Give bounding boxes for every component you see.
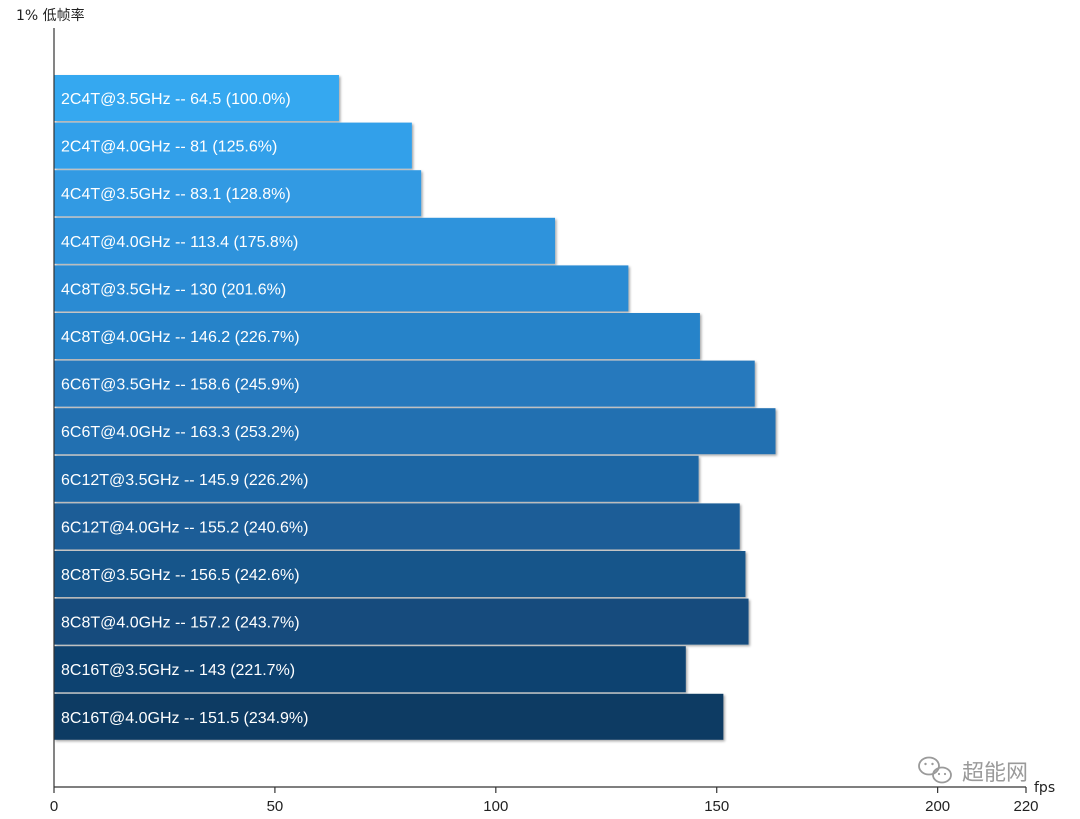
wechat-icon bbox=[918, 756, 952, 784]
bar bbox=[54, 217, 556, 264]
bar-label: 6C6T@3.5GHz -- 158.6 (245.9%) bbox=[61, 377, 300, 394]
bar bbox=[54, 455, 699, 502]
x-tick-label: 0 bbox=[50, 798, 58, 815]
bar bbox=[54, 265, 629, 312]
bar-label: 4C4T@4.0GHz -- 113.4 (175.8%) bbox=[61, 234, 298, 251]
y-axis-title: 1% 低帧率 bbox=[16, 7, 85, 24]
x-tick-label: 200 bbox=[925, 798, 950, 815]
x-tick-label: 50 bbox=[267, 798, 284, 815]
bar-label: 8C16T@4.0GHz -- 151.5 (234.9%) bbox=[61, 710, 308, 727]
bar-labels-layer: 2C4T@3.5GHz -- 64.5 (100.0%) 2C4T@4.0GHz … bbox=[61, 91, 308, 727]
bar-label: 6C6T@4.0GHz -- 163.3 (253.2%) bbox=[61, 424, 300, 441]
x-axis-unit: fps bbox=[1034, 780, 1055, 796]
bar bbox=[54, 598, 749, 645]
bar-label: 6C12T@3.5GHz -- 145.9 (226.2%) bbox=[61, 472, 308, 489]
bar bbox=[54, 75, 339, 121]
x-tick-label: 220 bbox=[1013, 798, 1038, 815]
bar-label: 2C4T@4.0GHz -- 81 (125.6%) bbox=[61, 139, 277, 156]
bar bbox=[54, 313, 700, 359]
watermark: 超能网 bbox=[918, 756, 1028, 786]
bar-label: 8C8T@4.0GHz -- 157.2 (243.7%) bbox=[61, 615, 300, 632]
bar-label: 4C4T@3.5GHz -- 83.1 (128.8%) bbox=[61, 186, 291, 203]
bar-label: 8C8T@3.5GHz -- 156.5 (242.6%) bbox=[61, 567, 300, 584]
bar bbox=[54, 408, 776, 455]
bar bbox=[54, 646, 686, 693]
bar bbox=[54, 503, 740, 550]
x-tick-label: 100 bbox=[483, 798, 508, 815]
bar-label: 2C4T@3.5GHz -- 64.5 (100.0%) bbox=[61, 91, 291, 108]
x-ticks-layer: 0 50 100 150 200 220 bbox=[50, 787, 1039, 815]
bar-label: 6C12T@4.0GHz -- 155.2 (240.6%) bbox=[61, 519, 308, 536]
bar-label: 4C8T@4.0GHz -- 146.2 (226.7%) bbox=[61, 329, 300, 346]
watermark-text: 超能网 bbox=[962, 761, 1028, 786]
bar bbox=[54, 693, 724, 740]
bar-label: 4C8T@3.5GHz -- 130 (201.6%) bbox=[61, 281, 286, 298]
bar bbox=[54, 360, 755, 407]
bar bbox=[54, 170, 422, 217]
bar-label: 8C16T@3.5GHz -- 143 (221.7%) bbox=[61, 662, 295, 679]
bars-layer bbox=[54, 75, 776, 740]
bar bbox=[54, 122, 412, 169]
x-tick-label: 150 bbox=[704, 798, 729, 815]
bar bbox=[54, 551, 746, 597]
